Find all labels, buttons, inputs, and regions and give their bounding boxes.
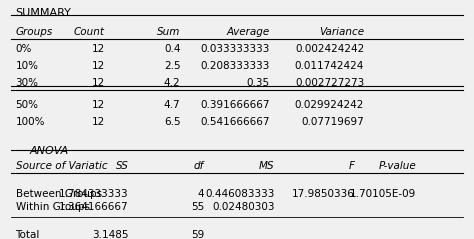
- Text: 0.07719697: 0.07719697: [301, 117, 364, 127]
- Text: Count: Count: [74, 27, 105, 37]
- Text: 4: 4: [197, 189, 204, 199]
- Text: 0.02480303: 0.02480303: [212, 202, 275, 212]
- Text: P-value: P-value: [378, 161, 416, 171]
- Text: F: F: [349, 161, 355, 171]
- Text: 10%: 10%: [16, 61, 38, 71]
- Text: Average: Average: [227, 27, 270, 37]
- Text: 12: 12: [92, 44, 105, 54]
- Text: Total: Total: [16, 230, 40, 239]
- Text: 0.033333333: 0.033333333: [201, 44, 270, 54]
- Text: Variance: Variance: [319, 27, 364, 37]
- Text: SUMMARY: SUMMARY: [16, 8, 72, 18]
- Text: 0.002727273: 0.002727273: [295, 78, 364, 88]
- Text: 6.5: 6.5: [164, 117, 181, 127]
- Text: 12: 12: [92, 61, 105, 71]
- Text: 0.35: 0.35: [247, 78, 270, 88]
- Text: 100%: 100%: [16, 117, 45, 127]
- Text: 12: 12: [92, 78, 105, 88]
- Text: 17.9850336: 17.9850336: [292, 189, 355, 199]
- Text: 0.446083333: 0.446083333: [205, 189, 275, 199]
- Text: 0.541666667: 0.541666667: [201, 117, 270, 127]
- Text: 3.1485: 3.1485: [92, 230, 128, 239]
- Text: 0%: 0%: [16, 44, 32, 54]
- Text: 0.208333333: 0.208333333: [201, 61, 270, 71]
- Text: Sum: Sum: [157, 27, 181, 37]
- Text: Within Groups: Within Groups: [16, 202, 90, 212]
- Text: 50%: 50%: [16, 99, 38, 109]
- Text: 1.364166667: 1.364166667: [59, 202, 128, 212]
- Text: 0.029924242: 0.029924242: [295, 99, 364, 109]
- Text: Source of Variatic: Source of Variatic: [16, 161, 107, 171]
- Text: 59: 59: [191, 230, 204, 239]
- Text: 0.011742424: 0.011742424: [295, 61, 364, 71]
- Text: 55: 55: [191, 202, 204, 212]
- Text: 0.391666667: 0.391666667: [201, 99, 270, 109]
- Text: 12: 12: [92, 117, 105, 127]
- Text: Groups: Groups: [16, 27, 53, 37]
- Text: ANOVA: ANOVA: [30, 147, 69, 157]
- Text: df: df: [194, 161, 204, 171]
- Text: Between Groups: Between Groups: [16, 189, 101, 199]
- Text: 1.70105E-09: 1.70105E-09: [350, 189, 416, 199]
- Text: 2.5: 2.5: [164, 61, 181, 71]
- Text: MS: MS: [259, 161, 275, 171]
- Text: 30%: 30%: [16, 78, 38, 88]
- Text: 4.7: 4.7: [164, 99, 181, 109]
- Text: SS: SS: [116, 161, 128, 171]
- Text: 0.002424242: 0.002424242: [295, 44, 364, 54]
- Text: 1.784333333: 1.784333333: [59, 189, 128, 199]
- Text: 4.2: 4.2: [164, 78, 181, 88]
- Text: 12: 12: [92, 99, 105, 109]
- Text: 0.4: 0.4: [164, 44, 181, 54]
